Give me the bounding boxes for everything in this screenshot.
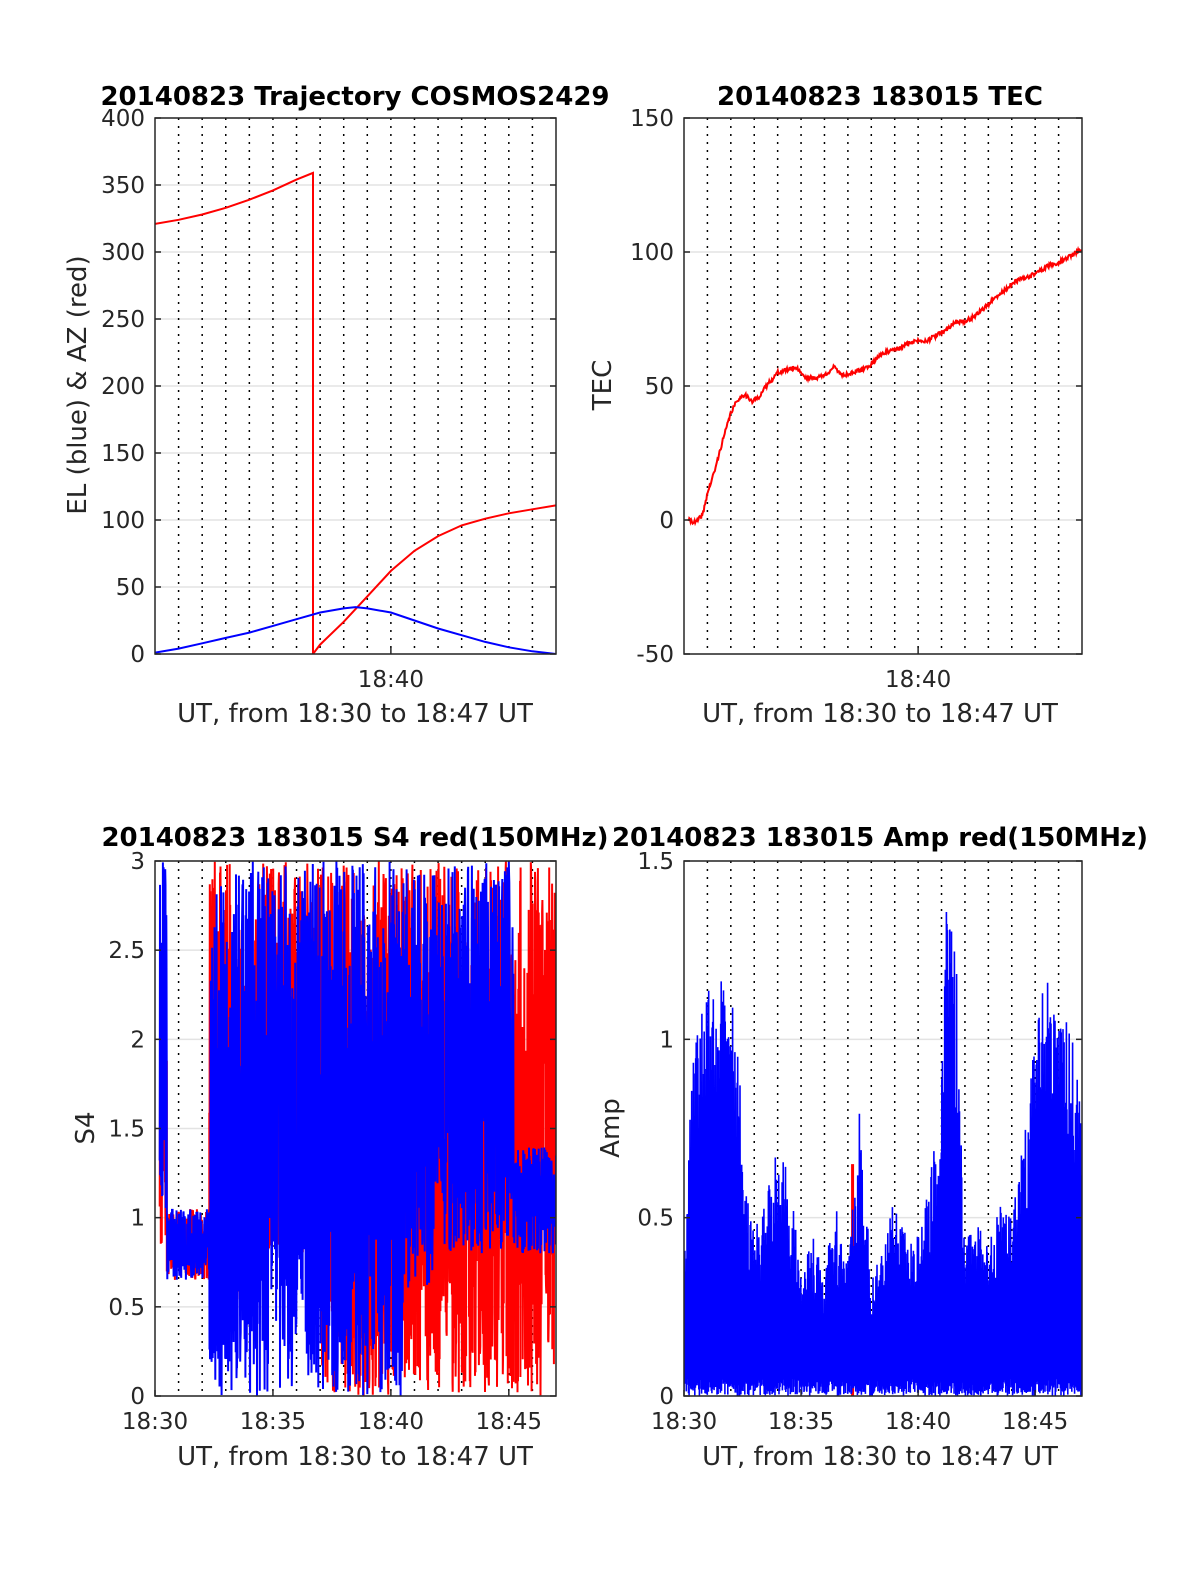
x-tick-label: 18:45 [476,1409,542,1435]
x-axis-label: UT, from 18:30 to 18:47 UT [177,699,533,729]
y-tick-label: 2.5 [108,938,145,964]
series-group [687,245,1082,527]
y-tick-label: 1 [130,1206,145,1232]
series-group [155,171,556,654]
y-tick-label: 150 [101,441,145,467]
y-tick-label: 400 [101,106,145,132]
x-tick-label: 18:35 [768,1409,834,1435]
series-line [155,171,556,654]
y-tick-label: 200 [101,374,145,400]
panel-title: 20140823 183015 S4 red(150MHz) [101,823,608,853]
y-tick-label: 0 [659,508,674,534]
y-axis-label: TEC [588,360,618,411]
amp-panel: 20140823 183015 Amp red(150MHz) UT, from… [596,823,1148,1472]
y-tick-label: 250 [101,307,145,333]
x-tick-label: 18:30 [651,1409,717,1435]
y-tick-label: -50 [636,642,674,668]
s4-panel: 20140823 183015 S4 red(150MHz) UT, from … [71,823,609,1472]
y-tick-label: 50 [116,575,145,601]
series-line [684,911,1082,1396]
y-tick-label: 0.5 [108,1295,145,1321]
y-tick-label: 0 [659,1384,674,1410]
series-line [155,606,556,654]
panel-title: 20140823 Trajectory COSMOS2429 [100,82,609,112]
x-tick-label: 18:40 [885,667,951,693]
x-tick-label: 18:30 [122,1409,188,1435]
y-tick-label: 300 [101,240,145,266]
y-tick-label: 0 [130,1384,145,1410]
y-axis-label: Amp [596,1098,626,1158]
x-tick-label: 18:40 [885,1409,951,1435]
x-tick-label: 18:35 [240,1409,306,1435]
y-tick-label: 1.5 [108,1117,145,1143]
y-tick-label: 50 [645,374,674,400]
x-axis-label: UT, from 18:30 to 18:47 UT [702,1442,1058,1472]
x-axis-label: UT, from 18:30 to 18:47 UT [177,1442,533,1472]
trajectory-panel: 20140823 Trajectory COSMOS2429 UT, from … [63,82,610,729]
y-axis-label: EL (blue) & AZ (red) [63,255,93,514]
y-tick-label: 0.5 [637,1206,674,1232]
x-tick-label: 18:45 [1002,1409,1068,1435]
panel-title: 20140823 183015 Amp red(150MHz) [612,823,1148,853]
series-group [684,911,1082,1396]
axes-box [683,860,1083,1397]
y-tick-label: 350 [101,173,145,199]
series-group [158,861,556,1396]
y-tick-label: 100 [630,240,674,266]
y-tick-label: 100 [101,508,145,534]
series-line [158,861,556,1396]
x-axis-label: UT, from 18:30 to 18:47 UT [702,699,1058,729]
y-tick-label: 1.5 [637,849,674,875]
x-tick-label: 18:40 [358,1409,424,1435]
y-tick-label: 1 [659,1027,674,1053]
y-tick-label: 150 [630,106,674,132]
panel-title: 20140823 183015 TEC [717,82,1043,112]
y-tick-label: 2 [130,1027,145,1053]
series-line [687,245,1082,527]
y-tick-label: 0 [130,642,145,668]
tec-panel: 20140823 183015 TEC UT, from 18:30 to 18… [588,82,1083,729]
y-tick-label: 3 [130,849,145,875]
x-tick-label: 18:40 [358,667,424,693]
y-axis-label: S4 [71,1111,101,1144]
